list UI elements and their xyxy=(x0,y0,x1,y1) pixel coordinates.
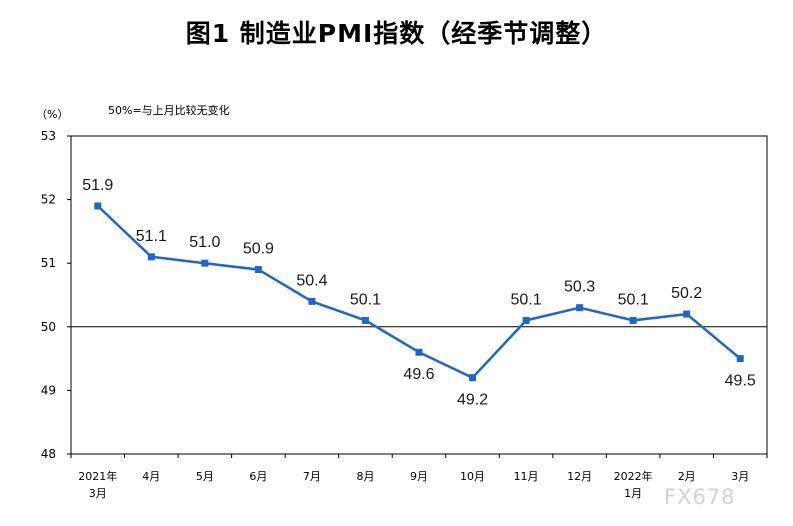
x-tick-label-line: 10月 xyxy=(460,470,485,483)
data-point xyxy=(629,316,637,324)
data-point xyxy=(254,266,262,274)
data-label: 49.5 xyxy=(725,373,756,390)
data-point xyxy=(736,355,744,363)
data-label: 50.4 xyxy=(296,272,327,289)
data-label: 50.2 xyxy=(671,285,702,302)
data-labels: 51.9 51.1 51.0 50.9 50.4 50.1 49.6 49.2 50.1 50.3… xyxy=(82,177,756,409)
data-point xyxy=(94,202,102,210)
x-tick-label: 2月 xyxy=(678,470,696,483)
plot-frame xyxy=(70,135,768,455)
data-label: 50.1 xyxy=(511,291,542,308)
x-tick-label-line: 5月 xyxy=(196,470,214,483)
x-tick-label: 3月 xyxy=(731,470,749,483)
x-tick-label-line: 11月 xyxy=(514,470,539,483)
series-pmi xyxy=(94,202,744,382)
x-tick-label-line: 9月 xyxy=(410,470,428,483)
x-tick-label-line: 1月 xyxy=(624,487,642,500)
watermark: FX678 xyxy=(664,485,736,509)
y-tick-label: 48 xyxy=(41,447,56,461)
y-unit-label: （%） xyxy=(36,108,68,121)
data-label: 51.1 xyxy=(136,228,167,245)
y-tick-label: 53 xyxy=(41,129,56,143)
x-axis-labels: 2021年 3月 4月 5月 6月 7月 8月 9月 10月 11月 12月 2022年 1月 2月 3月 xyxy=(70,454,768,500)
data-label: 50.1 xyxy=(350,291,381,308)
y-axis-ticks: 48 49 50 51 52 53 xyxy=(41,129,71,461)
x-tick-label: 9月 xyxy=(410,470,428,483)
x-tick-label: 12月 xyxy=(567,470,592,483)
data-point xyxy=(308,297,316,305)
x-tick-label: 10月 xyxy=(460,470,485,483)
chart-title: 图1 制造业PMI指数（经季节调整） xyxy=(185,19,608,48)
data-label: 51.9 xyxy=(82,177,113,194)
x-tick-label-line: 2021年 xyxy=(78,469,117,483)
x-tick-label-line: 4月 xyxy=(142,470,160,483)
x-tick-label: 4月 xyxy=(142,470,160,483)
x-tick-label: 11月 xyxy=(514,470,539,483)
data-point xyxy=(415,348,423,356)
y-tick-label: 50 xyxy=(41,320,56,334)
x-tick-label-line: 6月 xyxy=(249,470,267,483)
x-tick-label-line: 8月 xyxy=(356,470,374,483)
x-tick-label: 2022年 1月 xyxy=(614,469,653,500)
data-label: 49.2 xyxy=(457,392,488,409)
data-label: 50.1 xyxy=(618,291,649,308)
x-tick-label: 2021年 3月 xyxy=(78,469,117,500)
data-point xyxy=(469,374,477,382)
y-tick-label: 51 xyxy=(41,256,56,270)
y-tick-label: 49 xyxy=(41,383,56,397)
x-tick-label: 5月 xyxy=(196,470,214,483)
data-label: 50.9 xyxy=(243,241,274,258)
data-label: 50.3 xyxy=(564,279,595,296)
data-point xyxy=(522,316,530,324)
chart-note: 50%=与上月比较无变化 xyxy=(108,103,230,117)
data-point xyxy=(361,316,369,324)
data-point xyxy=(683,310,691,318)
x-tick-label-line: 7月 xyxy=(303,470,321,483)
x-tick-label: 8月 xyxy=(356,470,374,483)
x-tick-label-line: 12月 xyxy=(567,470,592,483)
x-tick-label-line: 2月 xyxy=(678,470,696,483)
x-tick-label: 7月 xyxy=(303,470,321,483)
x-tick-label-line: 2022年 xyxy=(614,469,653,483)
data-label: 49.6 xyxy=(403,366,434,383)
data-point xyxy=(201,259,209,267)
x-tick-label-line: 3月 xyxy=(731,470,749,483)
data-point xyxy=(147,253,155,261)
x-tick-label-line: 3月 xyxy=(89,487,107,500)
x-tick-label: 6月 xyxy=(249,470,267,483)
data-label: 51.0 xyxy=(189,234,220,251)
data-point xyxy=(576,304,584,312)
y-tick-label: 52 xyxy=(41,193,56,207)
